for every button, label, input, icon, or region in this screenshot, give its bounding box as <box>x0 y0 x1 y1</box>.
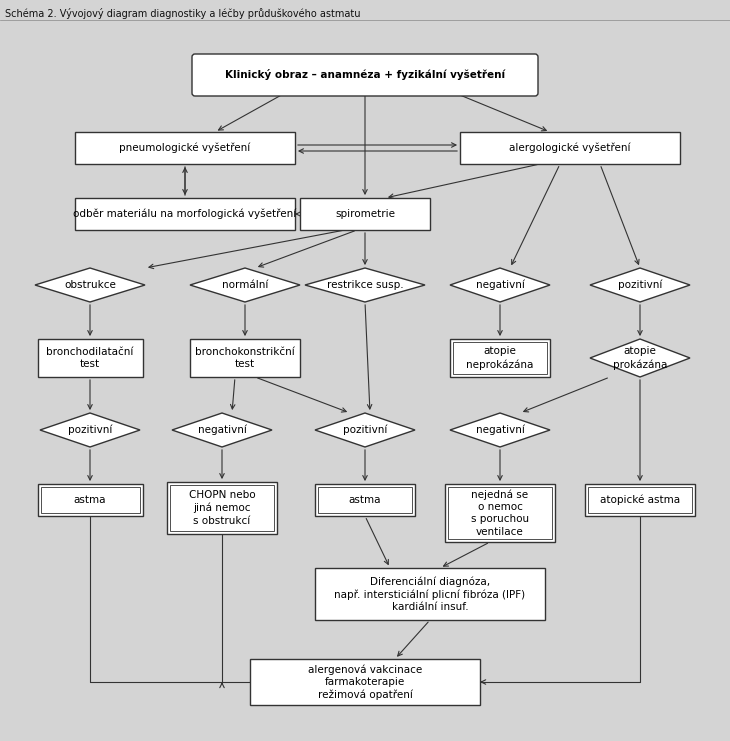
Bar <box>460 132 680 164</box>
Text: pozitivní: pozitivní <box>618 280 662 290</box>
Bar <box>37 339 142 377</box>
Text: atopie
neprokázána: atopie neprokázána <box>466 347 534 370</box>
Bar <box>588 487 692 513</box>
Text: spirometrie: spirometrie <box>335 209 395 219</box>
Polygon shape <box>35 268 145 302</box>
Text: restrikce susp.: restrikce susp. <box>327 280 403 290</box>
Text: alergenová vakcinace
farmakoterapie
režimová opatření: alergenová vakcinace farmakoterapie reži… <box>308 664 422 700</box>
Text: astma: astma <box>349 495 381 505</box>
Text: odběr materiálu na morfologická vyšetření: odběr materiálu na morfologická vyšetřen… <box>74 209 296 219</box>
Text: CHOPN nebo
jiná nemoc
s obstrukcí: CHOPN nebo jiná nemoc s obstrukcí <box>188 491 256 525</box>
Bar <box>445 484 555 542</box>
Bar <box>453 342 547 374</box>
Text: negativní: negativní <box>475 425 524 435</box>
Text: negativní: negativní <box>475 280 524 290</box>
Bar <box>40 487 139 513</box>
Text: bronchokonstrikční
test: bronchokonstrikční test <box>195 347 295 369</box>
Polygon shape <box>190 268 300 302</box>
Bar <box>75 132 295 164</box>
Text: obstrukce: obstrukce <box>64 280 116 290</box>
Text: pneumologické vyšetření: pneumologické vyšetření <box>120 143 250 153</box>
Text: astma: astma <box>74 495 107 505</box>
Polygon shape <box>450 268 550 302</box>
Bar <box>315 484 415 516</box>
Text: alergologické vyšetření: alergologické vyšetření <box>510 143 631 153</box>
Text: Schéma 2. Vývojový diagram diagnostiky a léčby průduškového astmatu: Schéma 2. Vývojový diagram diagnostiky a… <box>5 8 361 19</box>
Text: Diferenciální diagnóza,
např. intersticiální plicní fibróza (IPF)
kardiální insu: Diferenciální diagnóza, např. interstici… <box>334 576 526 612</box>
Text: negativní: negativní <box>198 425 247 435</box>
Text: Klinický obraz – anamnéza + fyzikální vyšetření: Klinický obraz – anamnéza + fyzikální vy… <box>225 70 505 81</box>
Bar <box>37 484 142 516</box>
Polygon shape <box>40 413 140 447</box>
Polygon shape <box>590 339 690 377</box>
Bar <box>450 339 550 377</box>
Polygon shape <box>450 413 550 447</box>
Bar <box>315 568 545 620</box>
Text: nejedná se
o nemoc
s poruchou
ventilace: nejedná se o nemoc s poruchou ventilace <box>471 489 529 536</box>
Bar <box>167 482 277 534</box>
Bar <box>300 198 430 230</box>
Bar <box>448 487 552 539</box>
Bar <box>170 485 274 531</box>
FancyBboxPatch shape <box>192 54 538 96</box>
Text: atopické astma: atopické astma <box>600 495 680 505</box>
Polygon shape <box>315 413 415 447</box>
Text: atopie
prokázána: atopie prokázána <box>612 347 667 370</box>
Polygon shape <box>305 268 425 302</box>
Bar <box>75 198 295 230</box>
Polygon shape <box>172 413 272 447</box>
Text: pozitivní: pozitivní <box>343 425 387 435</box>
Bar <box>318 487 412 513</box>
Bar <box>190 339 300 377</box>
Polygon shape <box>590 268 690 302</box>
Text: pozitivní: pozitivní <box>68 425 112 435</box>
Bar <box>585 484 695 516</box>
Bar <box>250 659 480 705</box>
Text: normální: normální <box>222 280 268 290</box>
Text: bronchodilatační
test: bronchodilatační test <box>46 347 134 369</box>
